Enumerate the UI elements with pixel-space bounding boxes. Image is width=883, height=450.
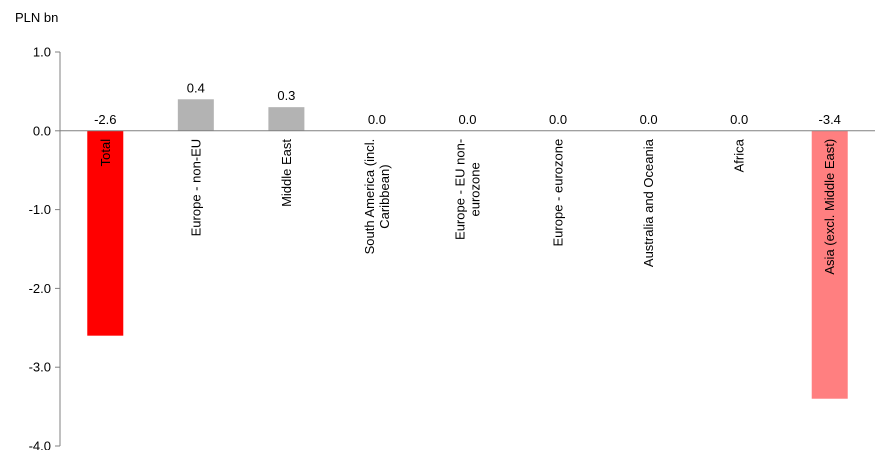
category-label-line: Australia and Oceania [641, 138, 656, 267]
data-label: 0.0 [458, 112, 476, 127]
category-label: Middle East [279, 139, 294, 207]
data-label: 0.4 [187, 80, 205, 95]
data-label: 0.0 [730, 112, 748, 127]
y-tick-label: -3.0 [29, 360, 51, 375]
bar-8 [811, 130, 848, 399]
bar-0 [87, 130, 124, 336]
category-label: Total [98, 139, 113, 167]
y-tick-label: -4.0 [29, 439, 51, 450]
category-label-line: Europe - eurozone [551, 139, 566, 247]
category-label: Africa [732, 138, 747, 172]
category-label-line: Middle East [279, 139, 294, 207]
category-label: Europe - non-EU [188, 139, 203, 237]
category-label-line: Caribbean) [377, 164, 392, 228]
category-label-line: South America (incl. [362, 139, 377, 255]
y-tick-label: 0.0 [33, 123, 51, 138]
data-label: 0.0 [368, 112, 386, 127]
category-label: Asia (excl. Middle East) [822, 139, 837, 275]
category-label: Europe - EU non-eurozone [453, 139, 483, 240]
category-label-line: Total [98, 139, 113, 167]
category-label-line: Europe - EU non- [453, 139, 468, 240]
data-label: 0.3 [277, 88, 295, 103]
category-label-line: eurozone [468, 162, 483, 216]
y-tick-label: 1.0 [33, 45, 51, 60]
data-label: -3.4 [819, 112, 841, 127]
y-tick-label: -1.0 [29, 202, 51, 217]
category-label: Europe - eurozone [551, 139, 566, 247]
y-axis-unit-label: PLN bn [15, 10, 59, 25]
category-label: South America (incl.Caribbean) [362, 139, 392, 255]
category-label-line: Asia (excl. Middle East) [822, 139, 837, 275]
bar-2 [268, 107, 305, 131]
data-label: -2.6 [94, 112, 116, 127]
data-label: 0.0 [549, 112, 567, 127]
y-tick-label: -2.0 [29, 281, 51, 296]
category-label: Australia and Oceania [641, 138, 656, 267]
bar-1 [177, 99, 214, 131]
category-label-line: Europe - non-EU [188, 139, 203, 237]
data-label: 0.0 [640, 112, 658, 127]
category-label-line: Africa [732, 138, 747, 172]
